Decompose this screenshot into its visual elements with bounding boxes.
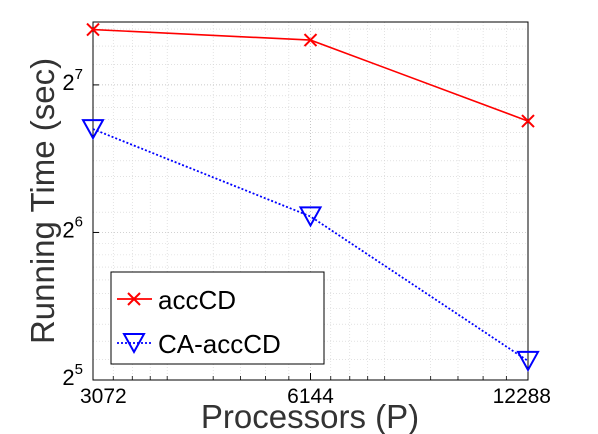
y-axis-title: Running Time (sec): [24, 58, 61, 344]
series-layer: [81, 22, 540, 372]
marker-x-stroke: [521, 114, 535, 128]
data-point-accCD: [521, 114, 535, 128]
legend-marker-accCD: [127, 292, 141, 306]
legend: accCD CA-accCD: [110, 271, 325, 365]
y-tick-label: 25: [62, 361, 83, 390]
x-axis-title: Processors (P): [201, 398, 419, 434]
x-tick-label: 12288: [493, 385, 551, 408]
y-tick-label: 27: [62, 66, 83, 95]
data-point-CA-accCD: [298, 206, 323, 228]
x-tick-label: 3072: [80, 385, 127, 408]
legend-entry-accCD: [117, 292, 152, 306]
data-point-CA-accCD: [81, 119, 105, 141]
marker-x-stroke: [303, 33, 318, 47]
x-axis-ticks: 3072 6144 12288: [80, 385, 551, 408]
series-line-CA-accCD: [92, 128, 529, 362]
data-point-CA-accCD: [516, 350, 540, 372]
axes-box: [92, 21, 529, 381]
data-point-accCD: [303, 33, 318, 47]
data-point-accCD: [86, 22, 100, 37]
legend-label-CA-accCD: CA-accCD: [158, 329, 281, 359]
y-axis-ticks: 25 26 27: [62, 66, 83, 390]
legend-entry-CA-accCD: [117, 333, 152, 355]
marker-x-stroke: [86, 22, 100, 37]
legend-label-accCD: accCD: [158, 285, 236, 315]
y-tick-label: 26: [62, 213, 83, 242]
axes-frame: [92, 21, 529, 381]
legend-box: [110, 271, 325, 365]
marker-x-stroke: [127, 292, 141, 306]
legend-marker-CA-accCD: [122, 333, 146, 355]
x-tick-label: 6144: [287, 385, 334, 408]
